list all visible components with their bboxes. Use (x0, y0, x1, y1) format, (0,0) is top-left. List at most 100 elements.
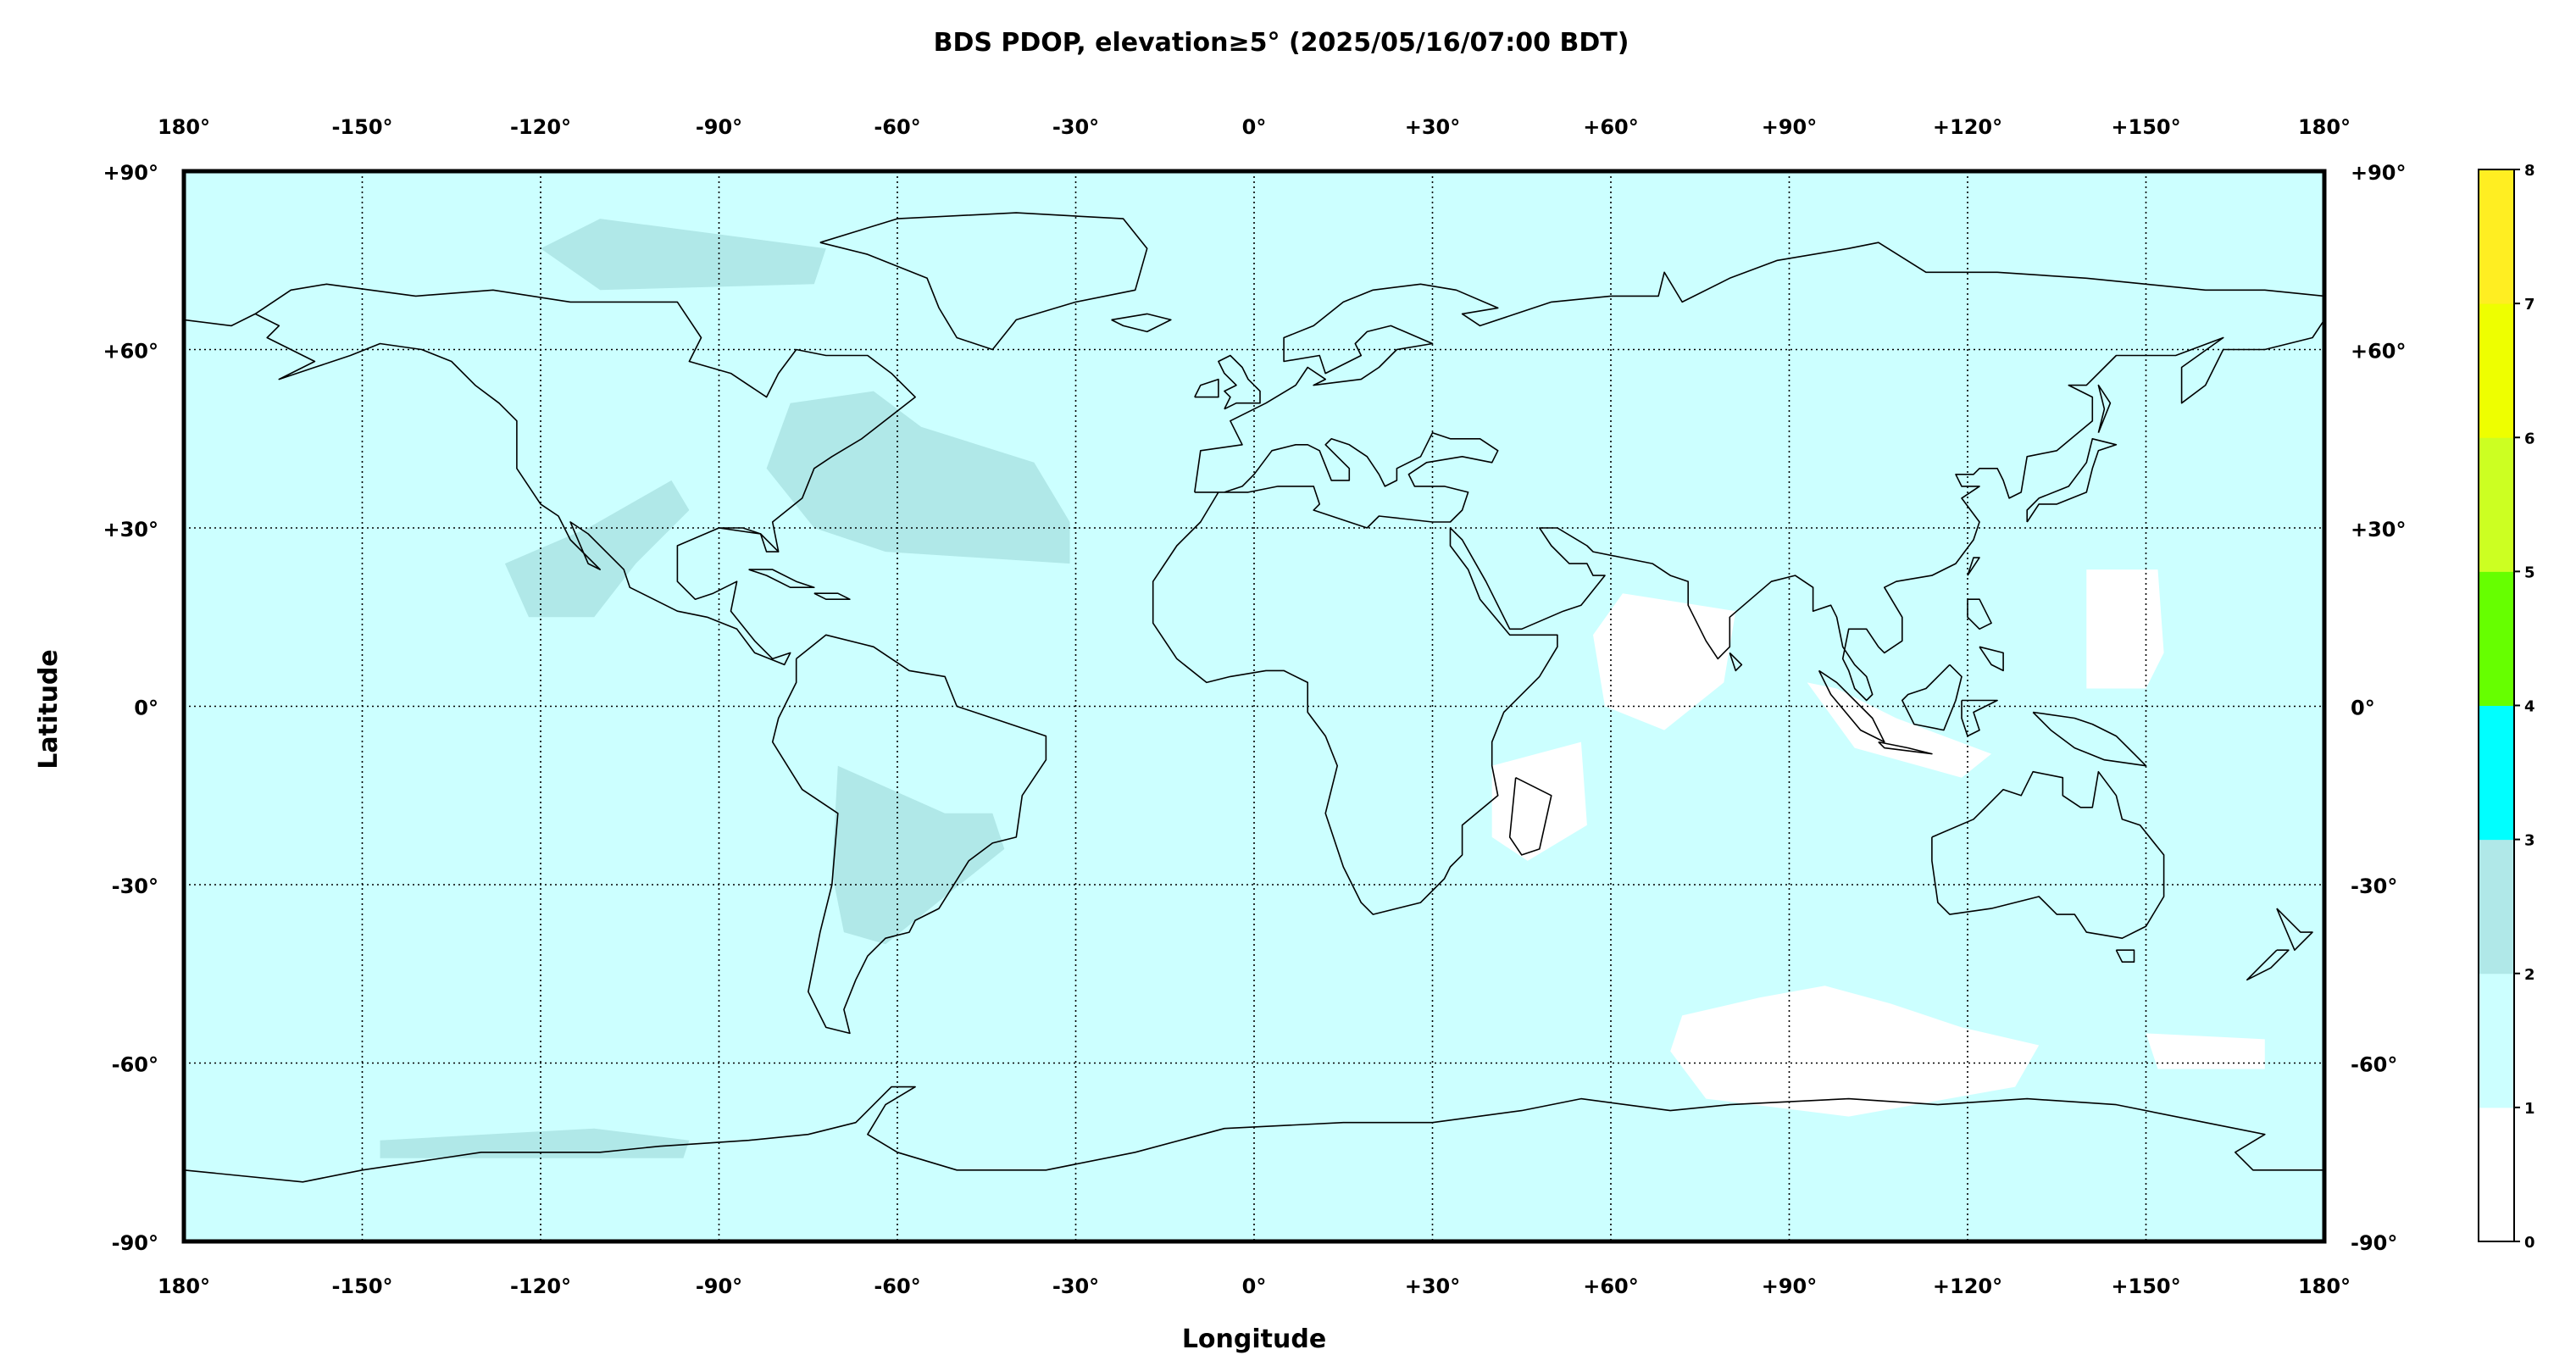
coastline-17 (1878, 741, 1933, 755)
coastline-13 (2097, 384, 2112, 433)
coastline-4 (184, 313, 256, 327)
lat-tick-label-left: -60° (112, 1053, 158, 1077)
colorbar-segment-6 (2479, 303, 2514, 438)
lat-tick-label-left: 0° (134, 697, 158, 720)
coastline-24 (1967, 598, 1992, 630)
pdop-region-8 (1491, 741, 1587, 861)
colorbar-segment-7 (2479, 169, 2514, 304)
coastline-28 (184, 1086, 2324, 1183)
coastline-25 (1979, 646, 2004, 672)
lat-tick-label-left: +60° (103, 340, 158, 364)
lon-tick-label-top: 0° (1242, 115, 1267, 139)
lat-tick-label-left: +90° (103, 161, 158, 185)
colorbar-segment-4 (2479, 571, 2514, 706)
pdop-region-1 (504, 480, 690, 618)
coastline-10 (1194, 378, 1219, 398)
lat-tick-label-right: -30° (2351, 875, 2397, 898)
lon-tick-label-bottom: +30° (1405, 1274, 1461, 1298)
colorbar-segment-0 (2479, 1107, 2514, 1242)
map-frame (181, 169, 2327, 1244)
lon-tick-label-bottom: +120° (1933, 1274, 2002, 1298)
colorbar-tick-label: 2 (2524, 966, 2535, 984)
lon-tick-label-top: 180° (158, 115, 210, 139)
coastline-2 (819, 212, 1148, 351)
lat-tick-label-left: -30° (112, 875, 158, 898)
colorbar-tick-label: 6 (2524, 430, 2535, 447)
lon-tick-label-bottom: -90° (696, 1274, 742, 1298)
pdop-region-3 (541, 219, 826, 291)
coastline-22 (2276, 908, 2313, 951)
coastline-23 (2246, 949, 2290, 981)
lon-tick-label-bottom: +150° (2111, 1274, 2180, 1298)
colorbar-tick-label: 4 (2524, 698, 2535, 716)
coastline-0 (254, 283, 916, 666)
coastline-16 (1818, 669, 1885, 743)
coastline-20 (1931, 770, 2165, 939)
colorbar-tick-label: 8 (2524, 162, 2535, 180)
colorbar-segment-5 (2479, 437, 2514, 572)
coastline-26 (1508, 776, 1552, 856)
lat-tick-label-right: -90° (2351, 1231, 2397, 1255)
coastline-18 (1961, 699, 1998, 737)
coastline-21 (2115, 949, 2135, 963)
lon-tick-label-bottom: 0° (1242, 1274, 1267, 1298)
coastline-9 (1218, 354, 1261, 410)
coastline-3 (1194, 242, 2324, 493)
x-axis-label: Longitude (1182, 1324, 1326, 1354)
lon-tick-label-top: -120° (510, 115, 571, 139)
tick-labels: 180° 180° -150° -150° -120° -120° -90° -90° -60°… (103, 115, 2406, 1298)
lon-tick-label-bottom: -120° (510, 1274, 571, 1298)
coastline-1 (771, 634, 1047, 1035)
coastline-27 (1729, 652, 1743, 672)
lon-tick-label-bottom: -30° (1052, 1274, 1099, 1298)
coastlines (184, 212, 2324, 1183)
graticule (184, 171, 2324, 1241)
lon-tick-label-top: +60° (1583, 115, 1639, 139)
lat-tick-label-right: +30° (2351, 518, 2407, 541)
colorbar-tick-label: 1 (2524, 1100, 2535, 1118)
coastline-14 (1967, 557, 1980, 576)
lon-tick-label-top: 180° (2298, 115, 2351, 139)
pdop-region-7 (2086, 569, 2164, 689)
colorbar-tick-label: 5 (2524, 564, 2535, 581)
colorbar-segment-2 (2479, 839, 2514, 975)
lat-tick-label-right: 0° (2351, 697, 2375, 720)
lon-tick-label-bottom: -150° (331, 1274, 392, 1298)
map-title: BDS PDOP, elevation≥5° (2025/05/16/07:00… (934, 28, 1629, 58)
pdop-region-2 (831, 765, 1005, 945)
coastline-15 (1901, 664, 1963, 731)
lon-tick-label-top: -60° (874, 115, 920, 139)
lon-tick-label-bottom: 180° (158, 1274, 210, 1298)
y-axis-label: Latitude (34, 649, 64, 769)
coastline-12 (2026, 437, 2118, 523)
pdop-region-9 (1670, 986, 2040, 1117)
colorbar: 0 1 2 3 4 5 6 7 8 (2478, 162, 2535, 1252)
lat-tick-label-left: -90° (112, 1231, 158, 1255)
lon-tick-label-bottom: -60° (874, 1274, 920, 1298)
pdop-region-0 (766, 391, 1070, 564)
coastline-7 (748, 569, 815, 589)
lon-tick-label-top: +120° (1933, 115, 2002, 139)
lat-tick-label-right: +60° (2351, 340, 2407, 364)
pdop-region-10 (2146, 1033, 2265, 1069)
coastline-6 (719, 527, 779, 553)
lon-tick-label-bottom: +90° (1762, 1274, 1818, 1298)
colorbar-tick-label: 7 (2524, 296, 2535, 314)
colorbar-segment-3 (2479, 705, 2514, 841)
lon-tick-label-top: +90° (1762, 115, 1818, 139)
lon-tick-label-top: -150° (331, 115, 392, 139)
colorbar-tick-label: 3 (2524, 832, 2535, 850)
coastline-5 (1152, 319, 2324, 915)
lat-tick-label-left: +30° (103, 518, 158, 541)
colorbar-tick-label: 0 (2524, 1234, 2535, 1252)
coastline-19 (2032, 711, 2147, 767)
lat-tick-label-right: -60° (2351, 1053, 2397, 1077)
lon-tick-label-bottom: +60° (1583, 1274, 1639, 1298)
colorbar-segment-1 (2479, 973, 2514, 1108)
lon-tick-label-top: -30° (1052, 115, 1099, 139)
lon-tick-label-bottom: 180° (2298, 1274, 2351, 1298)
lon-tick-label-top: +30° (1405, 115, 1461, 139)
lat-tick-label-right: +90° (2351, 161, 2407, 185)
lon-tick-label-top: +150° (2111, 115, 2180, 139)
